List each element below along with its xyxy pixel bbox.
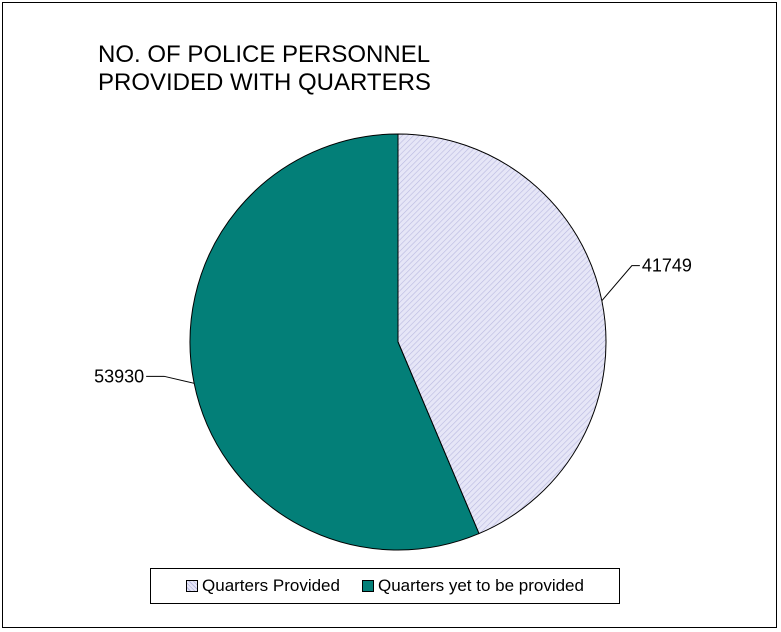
chart-title-line-2: PROVIDED WITH QUARTERS <box>98 69 431 96</box>
legend-swatch-quarters-yet-to-be-provided <box>361 580 374 592</box>
legend-label-quarters-yet-to-be-provided: Quarters yet to be provided <box>377 576 584 595</box>
pie-slice-quarters-provided <box>397 133 607 535</box>
slice-label-quarters-yet-to-be-provided: 53930 <box>94 366 144 386</box>
chart-title: NO. OF POLICE PERSONNEL PROVIDED WITH QU… <box>98 41 431 97</box>
legend-label-quarters-provided: Quarters Provided <box>202 576 340 595</box>
leader-line-quarters-provided <box>601 265 640 302</box>
leader-line-quarters-yet-to-be-provided <box>146 375 195 384</box>
legend-swatch-quarters-provided <box>186 580 199 592</box>
legend-item-quarters-yet-to-be-provided: Quarters yet to be provided <box>361 576 584 596</box>
pie-slices <box>189 133 607 551</box>
chart-title-line-1: NO. OF POLICE PERSONNEL <box>98 41 431 68</box>
leader-lines <box>146 265 640 384</box>
legend: Quarters Provided Quarters yet to be pro… <box>150 568 620 604</box>
legend-item-quarters-provided: Quarters Provided <box>186 576 340 596</box>
slice-label-quarters-provided: 41749 <box>642 256 692 276</box>
